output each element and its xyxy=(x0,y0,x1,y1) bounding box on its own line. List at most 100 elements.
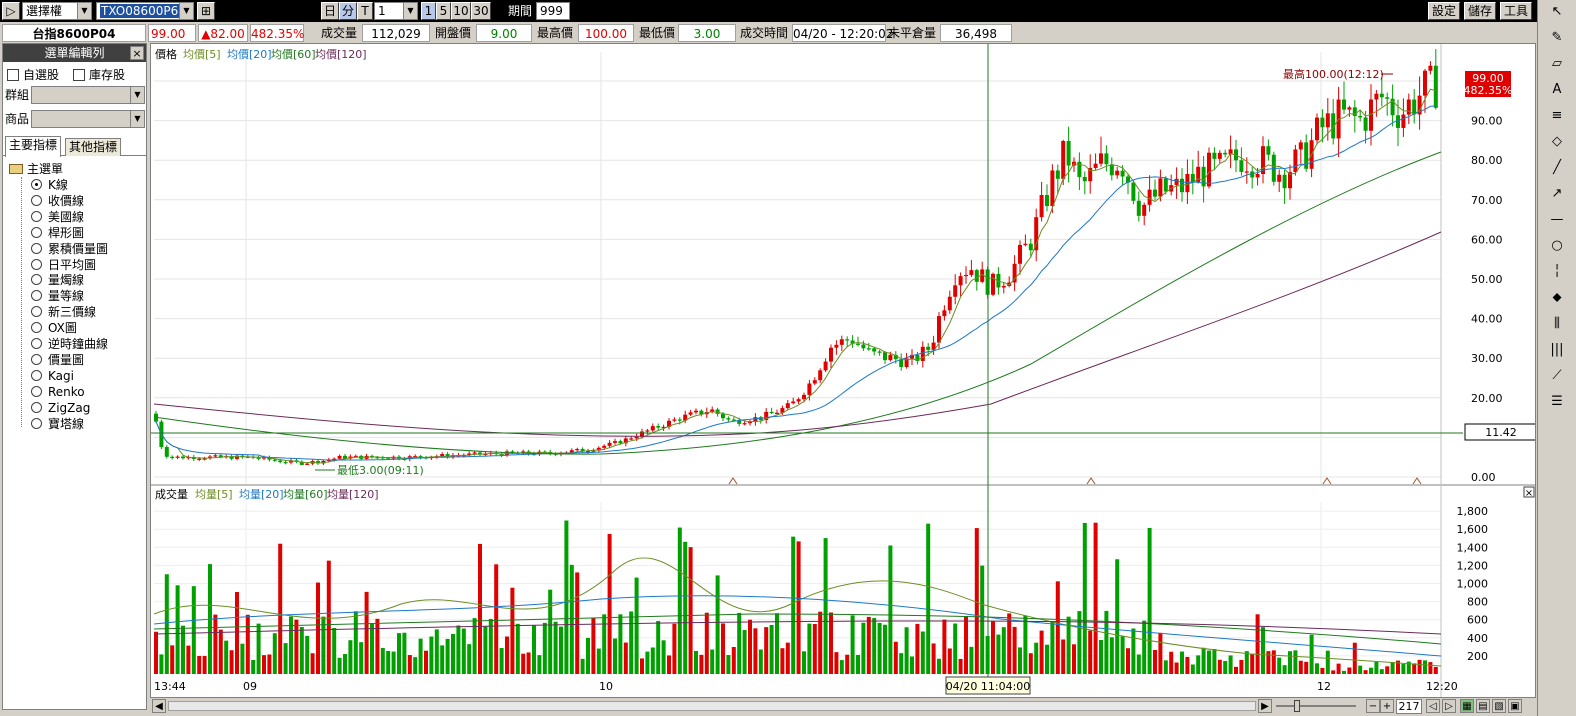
chart-type-item[interactable]: 量等線 xyxy=(31,288,84,304)
candle-body xyxy=(1417,95,1422,115)
minute-button[interactable]: 分 xyxy=(339,2,357,20)
candle-body xyxy=(883,352,887,361)
close-icon[interactable]: × xyxy=(130,46,144,60)
oi-label: 未平倉量 xyxy=(888,26,937,40)
trendline-icon[interactable]: ╱ xyxy=(1553,160,1561,175)
period-input[interactable]: 999 xyxy=(536,2,570,20)
zoom-in-icon[interactable]: + xyxy=(1380,699,1394,713)
circle-icon[interactable]: ○ xyxy=(1551,238,1563,253)
cursor-icon[interactable]: ↖ xyxy=(1551,4,1563,19)
volume-bar xyxy=(397,633,401,674)
volume-bar xyxy=(521,653,526,674)
interval-30-button[interactable]: 30 xyxy=(471,2,491,20)
eraser-icon[interactable]: ▱ xyxy=(1552,56,1562,71)
vertical-line-icon[interactable]: ╎ xyxy=(1553,264,1561,279)
chart-type-item[interactable]: 價量圖 xyxy=(31,352,84,368)
settings-button[interactable]: 設定 xyxy=(1428,2,1460,20)
chart-svg[interactable]: 價格 均價[5] 均價[20] 均價[60] 均價[120] 成交量 均量[5] 均量[20]… xyxy=(151,44,1538,697)
watchlist-checkbox[interactable]: 自選股 xyxy=(7,67,59,83)
channel-icon[interactable]: ☰ xyxy=(1551,394,1563,409)
chart-scrollbar[interactable]: ◀ ▶ − + 217 ◁ ▷ ▦ ▤ ▧ ▣ xyxy=(150,697,1536,715)
chart-type-item[interactable]: 新三價線 xyxy=(31,304,96,320)
fibonacci-icon[interactable]: ⫼ xyxy=(1554,316,1560,331)
candle-body xyxy=(1147,189,1152,205)
tag-icon[interactable]: ◇ xyxy=(1552,134,1562,149)
day-button[interactable]: 日 xyxy=(321,2,339,20)
chart-type-item[interactable]: Renko xyxy=(31,384,85,400)
radio-icon xyxy=(31,401,42,413)
candle-body xyxy=(877,351,882,353)
chart-type-item[interactable]: 桿形圖 xyxy=(31,225,84,241)
volume-bar xyxy=(791,536,796,674)
volume-bar xyxy=(359,642,364,674)
chart-type-item[interactable]: OX圖 xyxy=(31,320,77,336)
fullscreen-icon[interactable]: ▣ xyxy=(1508,699,1522,713)
zoom-value[interactable]: 217 xyxy=(1396,699,1422,714)
interval-select[interactable]: 1 ▼ xyxy=(374,2,418,20)
search-icon[interactable]: ⊞ xyxy=(197,2,215,20)
candle-body xyxy=(699,410,704,415)
arrow-line-icon[interactable]: ↗ xyxy=(1551,186,1563,201)
save-button[interactable]: 儲存 xyxy=(1464,2,1496,20)
tab-other-indicators[interactable]: 其他指標 xyxy=(65,138,122,156)
chart-type-item[interactable]: 量燭線 xyxy=(31,272,84,288)
layout-icon[interactable]: ▧ xyxy=(1492,699,1506,713)
tree-root[interactable]: 主選單 xyxy=(9,161,63,177)
tools-button[interactable]: 工具 xyxy=(1500,2,1532,20)
volume-bar xyxy=(839,660,844,674)
scroll-right-icon[interactable]: ▶ xyxy=(1258,699,1272,713)
zoom-slider[interactable] xyxy=(1276,705,1356,707)
tab-main-indicators[interactable]: 主要指標 xyxy=(5,136,62,157)
scroll-next-icon[interactable]: ▷ xyxy=(1442,699,1456,713)
chart-type-item[interactable]: 累積價量圖 xyxy=(31,241,108,257)
interval-10-button[interactable]: 10 xyxy=(451,2,471,20)
scroll-left-icon[interactable]: ◀ xyxy=(152,699,166,713)
product-type-select[interactable]: 選擇權 ▼ xyxy=(22,2,92,20)
chart-type-item[interactable]: ZigZag xyxy=(31,400,90,416)
candle-body xyxy=(850,340,855,344)
chart-type-item[interactable]: 寶塔線 xyxy=(31,416,84,432)
candle-body xyxy=(1207,152,1211,187)
interval-1-button[interactable]: 1 xyxy=(421,2,436,20)
volume-bar xyxy=(532,625,536,674)
lines-icon[interactable]: ≡ xyxy=(1551,108,1563,123)
volume-bar xyxy=(440,645,445,674)
volume-bar xyxy=(650,647,655,674)
play-button[interactable]: ▷ xyxy=(2,2,20,20)
horizontal-line-icon[interactable]: — xyxy=(1550,212,1564,227)
volume-close-icon[interactable] xyxy=(1523,486,1535,498)
scroll-track[interactable] xyxy=(168,701,1256,711)
price-y-tick: 80.00 xyxy=(1471,154,1503,167)
candle-body xyxy=(1174,178,1179,186)
zoom-out-icon[interactable]: − xyxy=(1366,699,1380,713)
product-select[interactable]: ▼ xyxy=(31,110,145,128)
candle-body xyxy=(1061,140,1066,179)
fan-icon[interactable]: ⟋ xyxy=(1552,368,1562,383)
chart-type-item[interactable]: 日平均圖 xyxy=(31,257,96,273)
volume-bar xyxy=(715,575,720,674)
volume-bar xyxy=(974,528,979,674)
candle-body xyxy=(1401,114,1406,128)
candle-body xyxy=(845,339,850,341)
group-select[interactable]: ▼ xyxy=(31,86,145,104)
chart-type-item[interactable]: 收價線 xyxy=(31,193,84,209)
chart-type-item[interactable]: Kagi xyxy=(31,368,74,384)
chart-type-item[interactable]: 逆時鐘曲線 xyxy=(31,336,108,352)
zoom-slider-handle[interactable] xyxy=(1294,700,1300,712)
chart-type-item[interactable]: 美國線 xyxy=(31,209,84,225)
text-icon[interactable]: A xyxy=(1552,82,1562,97)
scroll-prev-icon[interactable]: ◁ xyxy=(1426,699,1440,713)
event-marker xyxy=(1086,477,1096,485)
tick-button[interactable]: T xyxy=(357,2,373,20)
chart-type-item[interactable]: K線 xyxy=(31,177,68,193)
interval-5-button[interactable]: 5 xyxy=(436,2,451,20)
volume-bar xyxy=(904,627,909,674)
bars-icon[interactable]: ||| xyxy=(1550,342,1564,357)
candle-body xyxy=(1266,146,1271,155)
symbol-select[interactable]: TXO08600P6 ▼ xyxy=(96,2,194,20)
pencil-icon[interactable]: ✎ xyxy=(1551,30,1563,45)
print-icon[interactable]: ▤ xyxy=(1476,699,1490,713)
excel-icon[interactable]: ▦ xyxy=(1460,699,1474,713)
marker-icon[interactable]: ⬥ xyxy=(1552,290,1562,305)
inventory-checkbox[interactable]: 庫存股 xyxy=(73,67,125,83)
